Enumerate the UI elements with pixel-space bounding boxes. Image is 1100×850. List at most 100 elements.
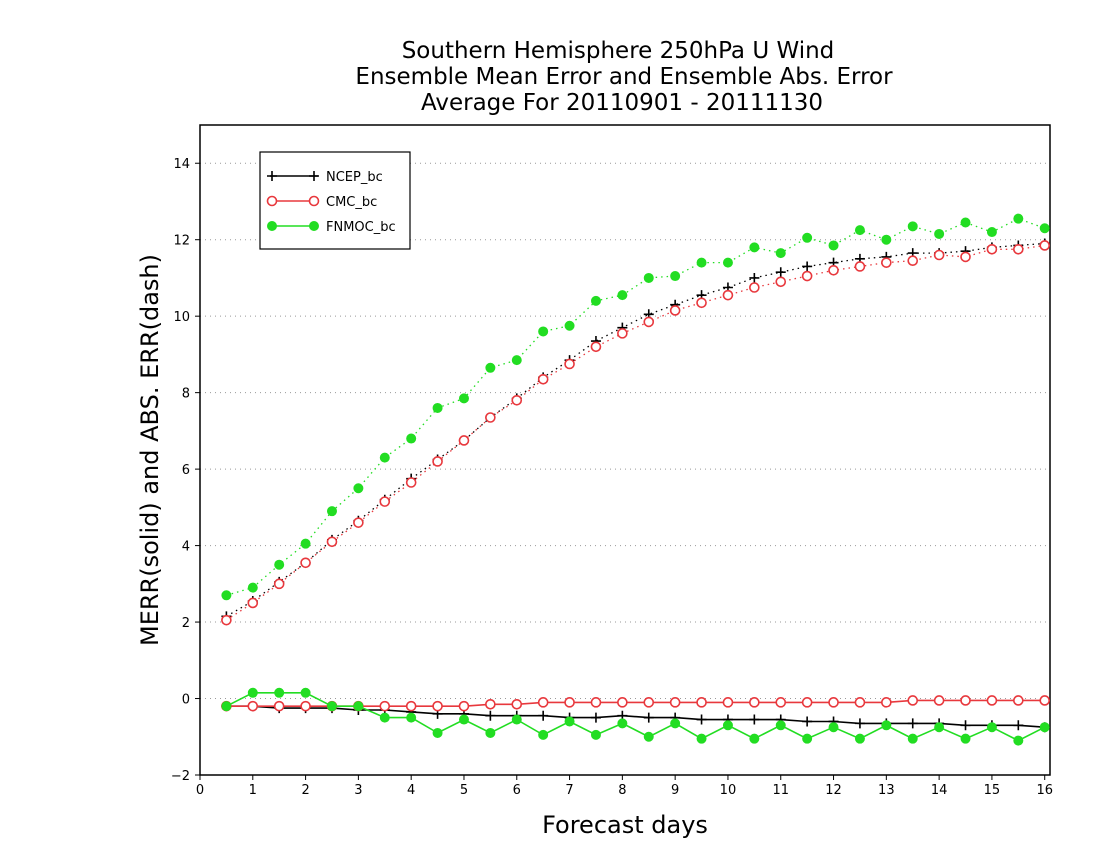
cmc-bc-merr-point bbox=[933, 695, 945, 706]
cmc-bc-abserr-point bbox=[326, 536, 338, 548]
x-tick-label: 9 bbox=[671, 783, 679, 798]
legend-label-cmc-bc: CMC_bc bbox=[326, 195, 377, 210]
y-tick-label: 4 bbox=[182, 540, 190, 555]
fnmoc-bc-merr-point bbox=[881, 720, 892, 731]
cmc-bc-merr-point bbox=[273, 700, 285, 712]
cmc-bc-merr-point bbox=[986, 695, 998, 706]
fnmoc-bc-merr-point bbox=[485, 727, 496, 738]
title-line-1: Southern Hemisphere 250hPa U Wind bbox=[402, 38, 835, 64]
cmc-bc-abserr-series bbox=[221, 240, 1051, 626]
fnmoc-bc-abserr-point bbox=[564, 320, 575, 331]
cmc-bc-merr-point bbox=[907, 695, 919, 706]
y-tick-label: 2 bbox=[182, 616, 190, 631]
fnmoc-bc-abserr-point bbox=[643, 272, 654, 283]
cmc-bc-abserr-point bbox=[960, 251, 971, 263]
cmc-bc-abserr-point bbox=[537, 373, 549, 385]
ncep-bc-merr-point bbox=[643, 712, 654, 723]
fnmoc-bc-abserr-point bbox=[749, 242, 760, 253]
fnmoc-bc-merr-series bbox=[221, 687, 1050, 746]
cmc-bc-merr-point bbox=[617, 697, 628, 708]
cmc-bc-abserr-point bbox=[564, 358, 575, 370]
fnmoc-bc-merr-point bbox=[326, 701, 337, 712]
legend-label-fnmoc-bc: FNMOC_bc bbox=[326, 220, 396, 235]
fnmoc-bc-abserr-point bbox=[274, 559, 285, 570]
x-tick-label: 8 bbox=[618, 783, 626, 798]
cmc-bc-merr-point bbox=[432, 700, 443, 712]
ncep-bc-merr-point bbox=[802, 716, 813, 727]
fnmoc-bc-merr-point bbox=[722, 720, 733, 731]
fnmoc-bc-abserr-point bbox=[617, 290, 628, 301]
fnmoc-bc-abserr-line bbox=[226, 217, 1045, 596]
fnmoc-bc-merr-point bbox=[406, 712, 417, 723]
fnmoc-bc-merr-point bbox=[960, 733, 971, 744]
chart-title: Southern Hemisphere 250hPa U Wind Ensemb… bbox=[355, 38, 893, 116]
cmc-bc-merr-point bbox=[511, 698, 523, 710]
y-tick-label: 12 bbox=[173, 234, 190, 249]
ncep-bc-merr-point bbox=[696, 714, 707, 725]
fnmoc-bc-merr-point bbox=[538, 729, 549, 740]
cmc-bc-abserr-point bbox=[458, 435, 470, 446]
cmc-bc-merr-point bbox=[775, 697, 787, 708]
cmc-bc-merr-point bbox=[643, 697, 655, 708]
fnmoc-bc-abserr-point bbox=[590, 295, 601, 306]
x-tick-label: 7 bbox=[565, 783, 573, 798]
ncep-bc-merr-point bbox=[1013, 720, 1024, 731]
fnmoc-bc-merr-point bbox=[775, 720, 786, 731]
cmc-bc-merr-point bbox=[1013, 695, 1024, 706]
cmc-bc-abserr-point bbox=[933, 249, 945, 261]
cmc-bc-abserr-point bbox=[854, 261, 866, 272]
fnmoc-bc-abserr-point bbox=[854, 225, 865, 236]
legend-marker bbox=[266, 195, 278, 207]
x-tick-label: 11 bbox=[772, 783, 789, 798]
x-axis: 0 1 2 3 4 5 6 7 8 9 10 11 12 13 14 15 16 bbox=[196, 775, 1053, 798]
ncep-bc-abserr-series bbox=[221, 238, 1050, 622]
cmc-bc-merr-point bbox=[801, 697, 813, 708]
series-group bbox=[221, 213, 1051, 746]
ncep-bc-merr-point bbox=[907, 718, 918, 729]
cmc-bc-merr-point bbox=[854, 697, 866, 708]
legend-marker bbox=[267, 221, 277, 231]
ncep-bc-abserr-line bbox=[226, 242, 1045, 617]
fnmoc-bc-abserr-point bbox=[670, 271, 681, 282]
cmc-bc-abserr-point bbox=[247, 597, 259, 609]
fnmoc-bc-abserr-point bbox=[775, 248, 786, 259]
ncep-bc-merr-point bbox=[960, 720, 971, 731]
ncep-bc-merr-point bbox=[749, 714, 760, 725]
fnmoc-bc-merr-point bbox=[934, 722, 945, 733]
fnmoc-bc-abserr-point bbox=[485, 362, 496, 373]
cmc-bc-abserr-point bbox=[353, 517, 364, 528]
cmc-bc-merr-point bbox=[485, 698, 496, 710]
cmc-bc-abserr-point bbox=[617, 328, 628, 339]
plot-frame bbox=[199, 124, 1051, 776]
cmc-bc-merr-point bbox=[564, 697, 575, 708]
x-axis-label: Forecast days bbox=[542, 811, 708, 839]
title-line-2: Ensemble Mean Error and Ensemble Abs. Er… bbox=[355, 64, 893, 90]
cmc-bc-merr-point bbox=[696, 697, 707, 708]
fnmoc-bc-merr-point bbox=[643, 731, 654, 742]
cmc-bc-abserr-point bbox=[379, 496, 391, 507]
cmc-bc-abserr-point bbox=[432, 456, 443, 467]
fnmoc-bc-abserr-point bbox=[379, 452, 390, 463]
legend: NCEP_bc CMC_bc FNMOC_bc bbox=[259, 151, 411, 250]
legend-marker bbox=[267, 171, 277, 181]
fnmoc-bc-abserr-point bbox=[1039, 223, 1050, 234]
fnmoc-bc-merr-point bbox=[670, 718, 681, 729]
y-axis: −2 0 2 4 6 8 10 12 14 bbox=[171, 157, 200, 784]
cmc-bc-abserr-point bbox=[749, 282, 760, 293]
y-tick-label: 10 bbox=[173, 310, 190, 325]
cmc-bc-abserr-point bbox=[828, 264, 839, 276]
ncep-bc-abserr-point bbox=[802, 261, 813, 272]
x-tick-label: 0 bbox=[196, 783, 204, 798]
fnmoc-bc-abserr-point bbox=[326, 506, 337, 517]
cmc-bc-abserr-point bbox=[300, 557, 311, 569]
x-tick-label: 13 bbox=[878, 783, 895, 798]
x-tick-label: 3 bbox=[354, 783, 362, 798]
fnmoc-bc-abserr-point bbox=[907, 221, 918, 232]
x-tick-label: 14 bbox=[931, 783, 948, 798]
legend-marker bbox=[309, 221, 319, 231]
fnmoc-bc-abserr-point bbox=[406, 433, 417, 444]
fnmoc-bc-abserr-point bbox=[511, 355, 522, 366]
cmc-bc-merr-point bbox=[537, 697, 549, 708]
fnmoc-bc-merr-point bbox=[854, 733, 865, 744]
